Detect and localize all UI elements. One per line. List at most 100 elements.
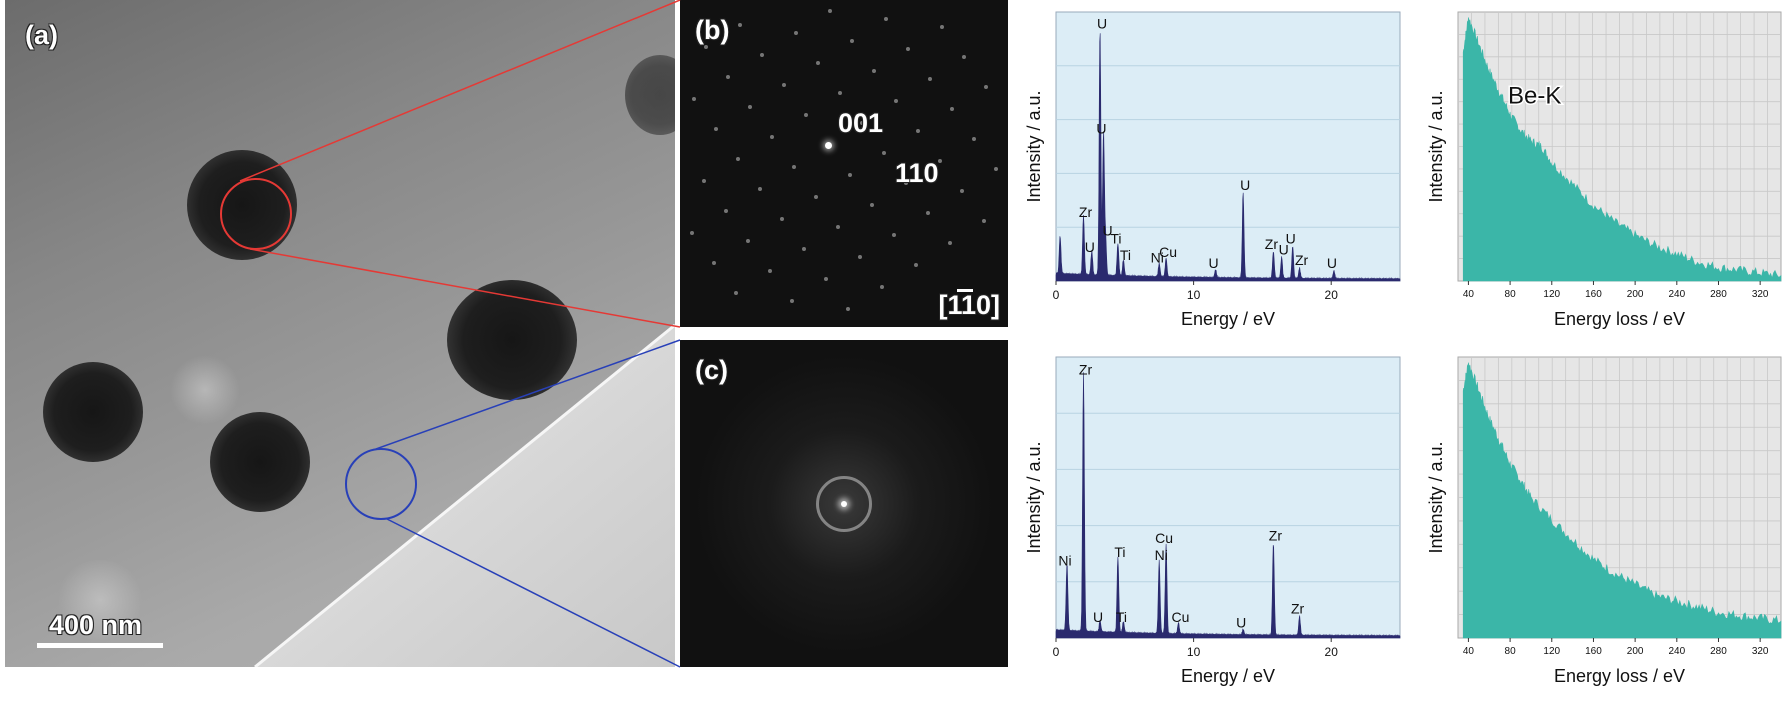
diffraction-spot (780, 217, 784, 221)
x-tick-label: 0 (1053, 645, 1060, 659)
x-tick-label: 320 (1752, 289, 1769, 300)
zone-axis-label: [110] (938, 289, 1000, 321)
diffraction-spot (846, 307, 850, 311)
y-axis-label: Intensity / a.u. (1024, 441, 1044, 553)
x-tick-label: 120 (1543, 646, 1560, 657)
diffraction-spot (928, 77, 932, 81)
spot-label-110: 110 (895, 158, 939, 188)
plot-area (1055, 11, 1401, 282)
plot-area (1055, 356, 1401, 639)
diffraction-spot (972, 137, 976, 141)
diffraction-spot (882, 151, 886, 155)
spot-label-001: 001 (838, 108, 884, 138)
peak-label: U (1240, 177, 1250, 193)
spectrum-area (1462, 362, 1782, 639)
diffraction-spot (904, 181, 908, 185)
peak-label: U (1102, 223, 1112, 239)
diffraction-spot (748, 105, 752, 109)
scale-bar-label: 400 nm (49, 610, 143, 640)
diffraction-spot (738, 23, 742, 27)
diffraction-spot (726, 75, 730, 79)
diffraction-spot (816, 61, 820, 65)
x-tick-label: 280 (1710, 646, 1727, 657)
diffraction-spot (824, 277, 828, 281)
x-axis-label: Energy loss / eV (1554, 666, 1685, 686)
diffraction-spot (712, 261, 716, 265)
diffraction-spot (770, 135, 774, 139)
peak-label: Zr (1291, 600, 1305, 616)
x-tick-label: 240 (1668, 646, 1685, 657)
diffraction-spot (848, 173, 852, 177)
peak-label: Ti (1120, 247, 1131, 263)
peak-label: Zr (1079, 361, 1093, 377)
peak-label: U (1236, 614, 1246, 630)
diffraction-spot (768, 269, 772, 273)
scale-bar (37, 643, 163, 648)
amorphous-ring (816, 475, 872, 532)
diffraction-pattern-c: (c) (680, 340, 1008, 667)
x-tick-label: 200 (1627, 289, 1644, 300)
diffraction-spot (814, 195, 818, 199)
diffraction-spot (736, 157, 740, 161)
peak-label: Zr (1079, 204, 1093, 220)
peak-label: Ti (1114, 544, 1125, 560)
particle-2 (447, 280, 577, 400)
y-axis-label: Intensity / a.u. (1024, 90, 1044, 202)
x-tick-label: 240 (1668, 289, 1685, 300)
diffraction-spot (724, 209, 728, 213)
diffraction-spot (850, 39, 854, 43)
peak-label: U (1085, 239, 1095, 255)
diffraction-spot (938, 159, 942, 163)
diffraction-spot (858, 255, 862, 259)
particle-1 (187, 150, 297, 260)
peak-label: Ni (1058, 553, 1071, 569)
particle-4 (210, 412, 310, 512)
edge-annotation: Be-K (1508, 82, 1561, 109)
diffraction-spot (838, 91, 842, 95)
peak-label: U (1286, 231, 1296, 247)
diffraction-spot (794, 31, 798, 35)
diffraction-spot (804, 113, 808, 117)
peak-label: Zr (1295, 252, 1309, 268)
x-tick-label: 160 (1585, 289, 1602, 300)
x-tick-label: 320 (1752, 646, 1769, 657)
x-tick-label: 0 (1053, 288, 1060, 302)
x-tick-label: 120 (1543, 289, 1560, 300)
x-tick-label: 10 (1187, 645, 1201, 659)
diffraction-spot (894, 99, 898, 103)
x-tick-label: 10 (1187, 288, 1201, 302)
y-axis-label: Intensity / a.u. (1426, 90, 1446, 202)
x-tick-label: 200 (1627, 646, 1644, 657)
diffraction-spot (906, 47, 910, 51)
spectrum-area (1462, 17, 1782, 282)
x-tick-label: 20 (1325, 288, 1339, 302)
panel-label-b: (b) (695, 15, 730, 45)
x-tick-label: 20 (1325, 645, 1339, 659)
x-tick-label: 40 (1463, 289, 1475, 300)
panel-label-c: (c) (695, 355, 728, 385)
diffraction-spot (960, 189, 964, 193)
overbar (957, 289, 974, 292)
diffraction-spot (792, 165, 796, 169)
peak-label: U (1093, 609, 1103, 625)
peak-label: Cu (1172, 609, 1190, 625)
eels-spectrum-top: Be-K 40 80 120 160 200 240 280 320 Energy loss / … (1426, 11, 1782, 329)
peak-label: U (1279, 241, 1289, 257)
diffraction-spot (940, 25, 944, 29)
peak-label: U (1096, 120, 1106, 136)
x-tick-label: 280 (1710, 289, 1727, 300)
diffraction-spot (782, 83, 786, 87)
peak-label: Cu (1159, 244, 1177, 260)
spectrum-area (1055, 33, 1401, 282)
peak-label: Zr (1265, 236, 1279, 252)
diffraction-spot (884, 17, 888, 21)
diffraction-spot (836, 225, 840, 229)
diffraction-pattern-b: (b) 001 110 [110] (680, 0, 1008, 327)
x-tick-label: 80 (1505, 646, 1517, 657)
x-tick-label: 40 (1463, 646, 1475, 657)
spectrum-area (1055, 372, 1401, 639)
diffraction-spot (892, 233, 896, 237)
diffraction-spot (758, 187, 762, 191)
diffraction-spot (982, 219, 986, 223)
